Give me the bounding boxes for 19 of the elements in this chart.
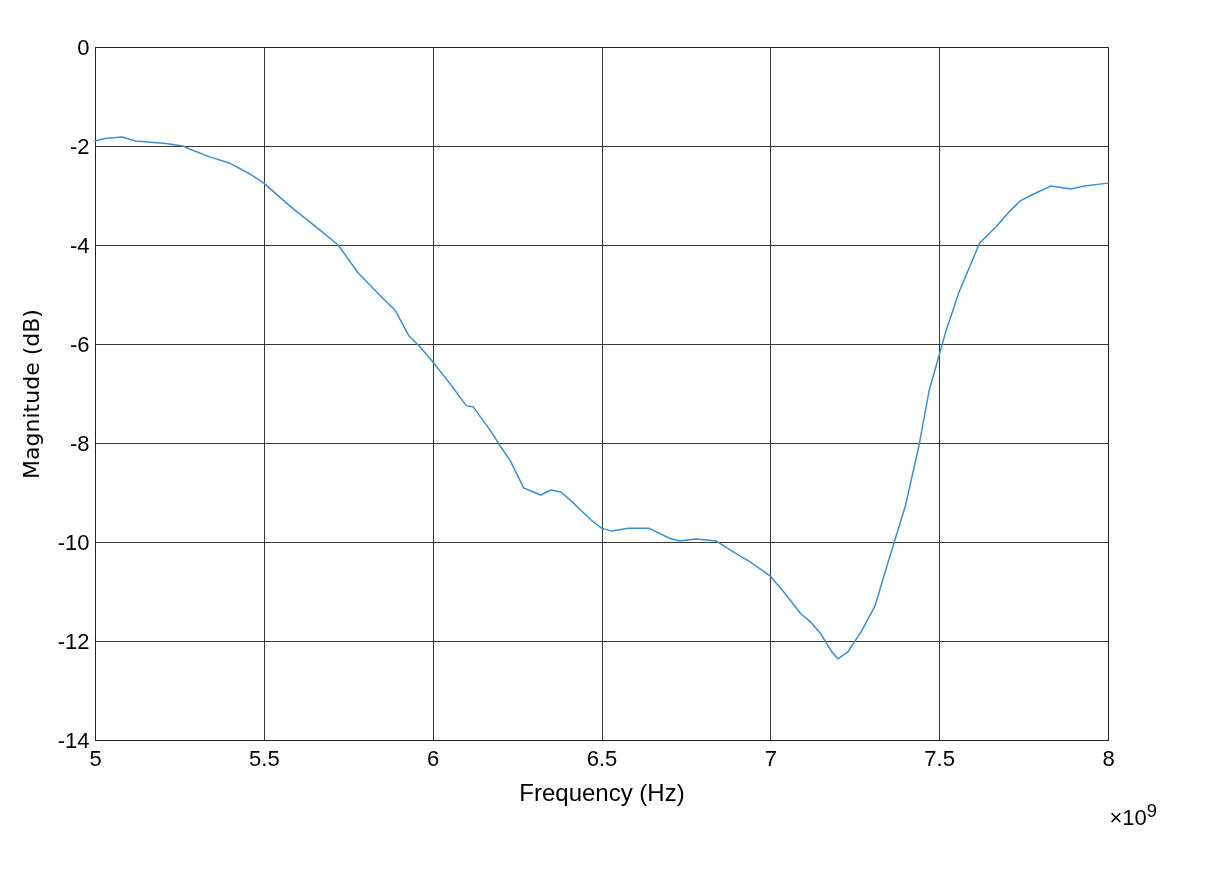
x-tick-label: 5.5 <box>249 745 280 771</box>
y-tick-label: -8 <box>69 430 90 456</box>
x-tick-label: 6.5 <box>586 745 618 771</box>
y-tick-label: -10 <box>57 529 90 555</box>
x-axis-title: Frequency (Hz) <box>519 778 685 806</box>
x-tick-label: 5 <box>89 745 102 771</box>
y-axis-title: Magnitude (dB) <box>18 309 44 479</box>
x-tick-label: 6 <box>427 745 440 771</box>
y-tick-label: -2 <box>69 133 90 159</box>
y-tick-label: -12 <box>57 628 90 654</box>
y-tick-label: -14 <box>57 727 90 753</box>
x-tick-label: 7.5 <box>924 745 955 771</box>
text: ×10$^{9}$ <box>1109 800 1157 832</box>
y-tick-label: -4 <box>69 232 90 258</box>
line-series <box>94 136 1109 660</box>
x-tick-label: 7 <box>764 745 777 771</box>
y-tick-label: -6 <box>69 331 90 357</box>
x-tick-label: 8 <box>1102 745 1115 771</box>
y-tick-label: 0 <box>77 34 90 60</box>
